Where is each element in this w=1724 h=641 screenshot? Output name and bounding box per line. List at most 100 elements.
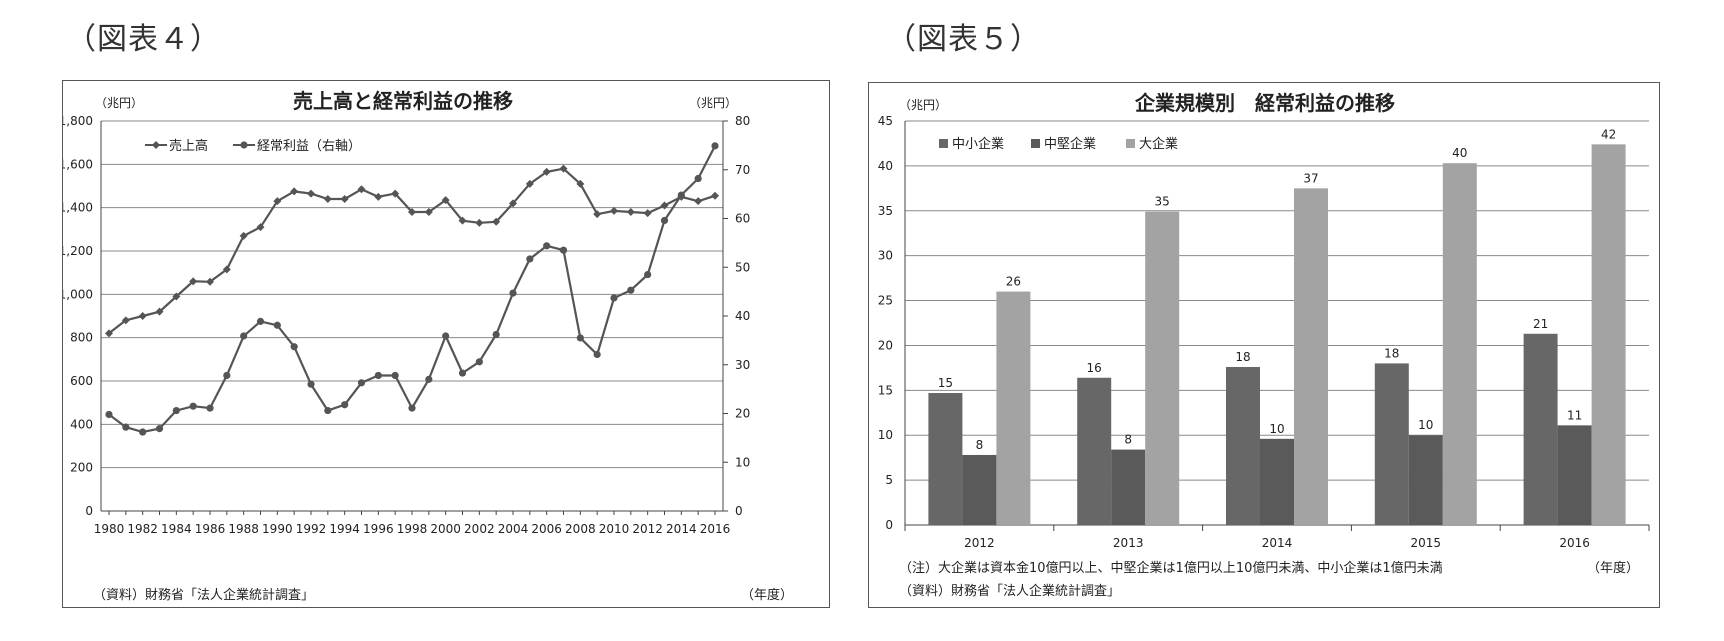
chart-title: 売上高と経常利益の推移: [293, 89, 513, 113]
figure5-label: （図表５）: [886, 22, 1041, 57]
x-axis-unit: （年度）: [741, 587, 793, 603]
x-tick-label: 2002: [464, 522, 495, 536]
data-point-sales: [239, 231, 248, 240]
data-point-profit: [492, 330, 500, 339]
x-tick-label: 2015: [1411, 536, 1442, 550]
legend-swatch: [1126, 139, 1135, 148]
x-tick-label: 1984: [161, 522, 192, 536]
data-point-sales: [307, 189, 315, 198]
data-point-profit: [307, 380, 315, 388]
data-label: 8: [1124, 433, 1132, 447]
bar-中小企業: [1523, 333, 1558, 525]
x-tick-label: 1980: [94, 522, 125, 536]
data-point-sales: [593, 210, 602, 219]
data-point-profit: [593, 350, 601, 359]
legend-label: 中小企業: [952, 136, 1004, 152]
x-tick-label: 1990: [262, 522, 293, 536]
data-label: 37: [1303, 171, 1318, 185]
y-tick-label-left: 800: [70, 331, 93, 345]
data-point-profit: [442, 332, 450, 340]
data-point-sales: [391, 189, 400, 198]
data-point-sales: [542, 167, 551, 176]
y-tick-label: 20: [878, 338, 893, 352]
bar-大企業: [1145, 211, 1180, 526]
y-tick-label-right: 80: [735, 114, 750, 128]
data-point-profit: [139, 428, 147, 436]
data-label: 10: [1418, 418, 1433, 432]
data-point-profit: [509, 289, 517, 297]
series-line-2: [108, 145, 716, 434]
data-point-profit: [155, 425, 164, 433]
x-tick-label: 2014: [666, 522, 697, 536]
data-point-profit: [475, 358, 483, 366]
x-tick-label: 2016: [1559, 536, 1590, 550]
data-point-sales: [559, 164, 568, 173]
y-tick-label-left: 200: [70, 461, 93, 475]
data-point-profit: [189, 402, 197, 410]
data-point-profit: [660, 216, 669, 225]
legend-marker-diamond: [152, 141, 160, 149]
data-point-sales: [711, 191, 719, 200]
data-point-sales: [155, 307, 164, 316]
data-label: 11: [1567, 408, 1582, 422]
data-point-sales: [458, 216, 467, 225]
bar-中堅企業: [962, 454, 997, 525]
data-point-profit: [172, 406, 180, 415]
data-point-profit: [694, 174, 702, 183]
y-tick-label-left: 1,400: [63, 201, 93, 215]
data-label: 18: [1235, 350, 1250, 364]
bar-中小企業: [1077, 377, 1112, 525]
data-point-profit: [543, 242, 551, 250]
x-tick-label: 1998: [397, 522, 428, 536]
y-tick-label: 35: [878, 204, 893, 218]
bar-大企業: [996, 291, 1031, 525]
data-point-profit: [240, 332, 248, 340]
data-point-profit: [458, 369, 467, 377]
x-tick-label: 1996: [363, 522, 394, 536]
figure5-panel: 企業規模別 経常利益の推移 （兆円） 0 5 10 15 20 25 30 35 40 45 2012 1…: [868, 82, 1660, 608]
x-tick-label: 2008: [565, 522, 596, 536]
data-point-sales: [121, 316, 130, 325]
figure5-chart: 企業規模別 経常利益の推移 （兆円） 0 5 10 15 20 25 30 35 40 45 2012 1…: [878, 91, 1650, 599]
data-point-sales: [643, 209, 652, 218]
legend-marker-circle: [240, 141, 248, 149]
data-point-sales: [105, 329, 113, 338]
data-point-sales: [374, 192, 383, 201]
y-axis-unit: （兆円）: [899, 98, 947, 112]
bar-中小企業: [1226, 366, 1260, 525]
x-tick-label: 2014: [1262, 536, 1293, 550]
data-point-profit: [627, 286, 635, 294]
data-point-sales: [222, 265, 231, 274]
data-point-profit: [122, 423, 130, 431]
y-tick-label: 45: [878, 114, 893, 128]
y-tick-label-left: 1,600: [63, 157, 93, 171]
bar-大企業: [1442, 163, 1477, 525]
y-tick-label-left: 1,800: [63, 114, 93, 128]
bar-大企業: [1591, 144, 1626, 525]
figure4-panel: 売上高と経常利益の推移（兆円）（兆円）02004006008001,0001,2…: [59, 80, 830, 608]
data-point-profit: [357, 379, 366, 387]
data-point-sales: [441, 196, 450, 205]
data-point-sales: [138, 312, 147, 320]
data-point-sales: [256, 223, 265, 232]
y-tick-label-right: 50: [735, 260, 750, 274]
y-tick-label-left: 1,200: [63, 244, 93, 258]
data-point-profit: [324, 406, 332, 415]
data-point-profit: [290, 343, 298, 351]
x-tick-label: 2000: [430, 522, 461, 536]
y-tick-label-left: 0: [85, 504, 93, 518]
data-point-sales: [694, 197, 703, 206]
data-point-sales: [189, 277, 198, 286]
x-axis-unit: （年度）: [1587, 560, 1639, 576]
data-point-profit: [644, 270, 652, 279]
y-tick-label: 10: [878, 428, 893, 442]
data-point-sales: [172, 292, 181, 301]
data-label: 40: [1452, 146, 1467, 160]
bar-中堅企業: [1260, 438, 1294, 525]
chart-title: 企業規模別 経常利益の推移: [1134, 91, 1395, 115]
data-point-sales: [323, 195, 332, 203]
y-tick-label-right: 0: [735, 504, 743, 518]
data-label: 8: [976, 438, 984, 452]
y-tick-label: 25: [878, 294, 893, 308]
data-point-profit: [425, 375, 433, 383]
